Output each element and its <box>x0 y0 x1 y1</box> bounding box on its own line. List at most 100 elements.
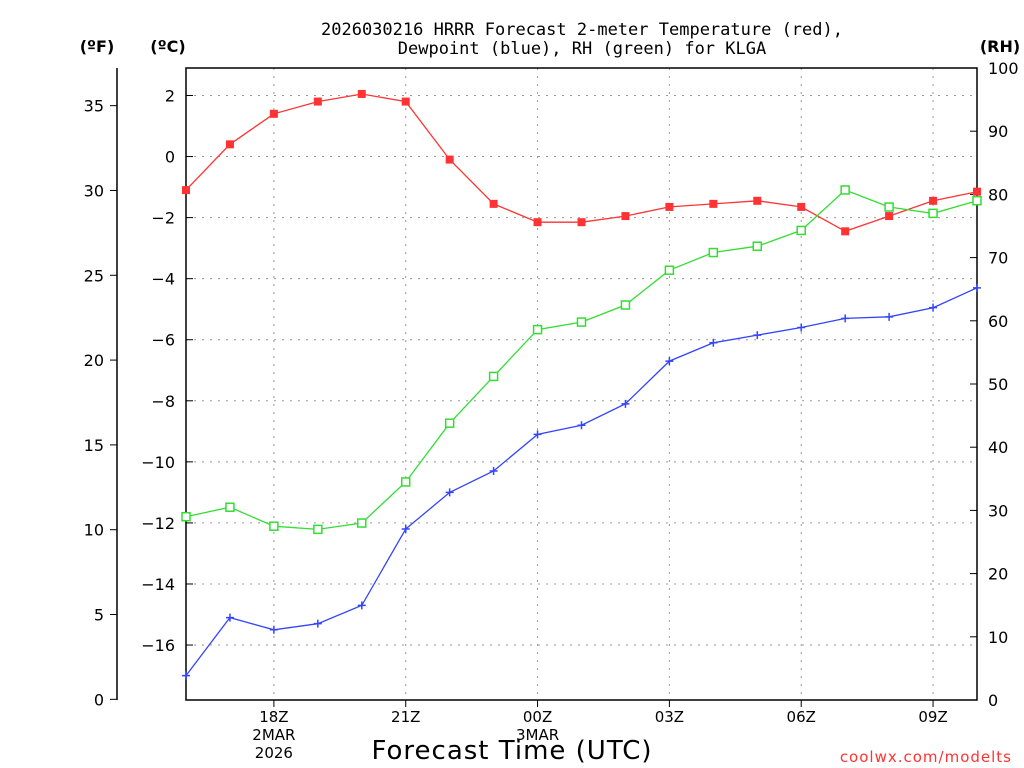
dewpoint-point <box>401 525 410 534</box>
series-dewpoint <box>182 283 981 680</box>
temperature-point <box>797 202 806 211</box>
year-tick-label: 2026 <box>255 744 293 762</box>
temperature-point <box>489 199 498 208</box>
temperature-point <box>269 109 278 118</box>
celsius-tick-label: −16 <box>141 636 175 655</box>
temperature-point <box>665 202 674 211</box>
temperature-point <box>577 218 586 227</box>
rh-point <box>708 247 719 258</box>
rh-tick-label: 10 <box>988 628 1008 647</box>
fahrenheit-tick-label: 0 <box>94 690 104 709</box>
fahrenheit-tick-label: 10 <box>84 521 104 540</box>
dewpoint-point <box>841 314 850 323</box>
rh-tick-label: 50 <box>988 375 1008 394</box>
temperature-point <box>753 196 762 205</box>
dewpoint-point <box>182 671 190 680</box>
temperature-point <box>182 186 190 195</box>
dewpoint-point <box>753 331 762 340</box>
dewpoint-point <box>357 601 366 610</box>
fahrenheit-tick-label: 5 <box>94 606 104 625</box>
rh-point <box>928 208 938 219</box>
celsius-tick-label: 2 <box>165 86 175 105</box>
dewpoint-point <box>621 399 630 408</box>
dewpoint-point <box>445 488 454 497</box>
dewpoint-point <box>269 625 278 634</box>
rh-tick-label: 90 <box>988 122 1008 141</box>
celsius-tick-label: −8 <box>151 392 175 411</box>
temperature-point <box>709 199 718 208</box>
fahrenheit-tick-label: 30 <box>84 181 104 200</box>
celsius-tick-label: −10 <box>141 453 175 472</box>
dewpoint-point <box>665 357 674 366</box>
rh-point <box>796 225 806 236</box>
temperature-point <box>973 187 981 196</box>
rh-tick-label: 100 <box>988 59 1019 78</box>
rh-tick-label: 30 <box>988 501 1008 520</box>
rh-axis: 0 10 20 30 40 50 60 70 80 90 100 <box>970 59 1019 710</box>
rh-point <box>840 185 850 195</box>
rh-tick-label: 80 <box>988 185 1008 204</box>
dewpoint-line <box>185 287 978 676</box>
fahrenheit-tick-label: 25 <box>84 266 104 285</box>
rh-point <box>752 241 763 251</box>
rh-point <box>269 521 279 531</box>
time-tick-label: 21Z <box>391 708 420 726</box>
date-tick-label: 3MAR <box>516 726 559 744</box>
temperature-point <box>885 212 894 221</box>
celsius-axis: 2 0 −2 −4 −6 −8 −10 −12 −14 −16 <box>141 86 193 655</box>
rh-point <box>576 317 587 327</box>
dewpoint-point <box>489 467 498 476</box>
celsius-tick-label: −6 <box>151 331 175 350</box>
x-axis-label: Forecast Time (UTC) <box>371 736 652 766</box>
rh-tick-label: 20 <box>988 565 1008 584</box>
rh-point <box>532 324 543 335</box>
rh-axis-unit: (RH) <box>980 37 1020 56</box>
series-layer <box>181 89 982 680</box>
dewpoint-point <box>885 312 894 321</box>
rh-point <box>884 202 894 212</box>
celsius-tick-label: −12 <box>141 514 175 533</box>
celsius-tick-label: −4 <box>151 270 175 289</box>
rh-point <box>444 418 455 428</box>
grid-lines <box>186 68 977 700</box>
rh-tick-label: 60 <box>988 312 1008 331</box>
time-tick-label: 03Z <box>655 708 684 726</box>
series-rh <box>181 185 982 535</box>
temperature-point <box>225 140 234 149</box>
time-tick-label: 18Z <box>259 708 288 726</box>
dewpoint-point <box>797 323 806 332</box>
rh-point <box>400 477 411 487</box>
fahrenheit-axis: 0 5 10 15 20 25 30 35 <box>84 97 117 709</box>
dewpoint-point <box>709 338 718 347</box>
plot-frame <box>185 67 978 701</box>
chart-title-line2: Dewpoint (blue), RH (green) for KLGA <box>398 39 766 59</box>
temperature-point <box>929 196 938 205</box>
temperature-point <box>533 218 542 227</box>
temperature-point <box>401 97 410 106</box>
temperature-point <box>445 155 454 164</box>
rh-tick-label: 70 <box>988 249 1008 268</box>
temperature-line <box>185 93 978 233</box>
fahrenheit-tick-label: 20 <box>84 351 104 370</box>
celsius-tick-label: −2 <box>151 209 175 228</box>
rh-tick-label: 40 <box>988 438 1008 457</box>
rh-point <box>620 300 631 310</box>
dewpoint-point <box>225 613 234 622</box>
fahrenheit-axis-unit: (ºF) <box>80 37 115 56</box>
rh-tick-label: 0 <box>988 691 998 710</box>
dewpoint-point <box>313 619 322 628</box>
time-tick-label: 00Z <box>523 708 552 726</box>
time-tick-label: 09Z <box>918 708 947 726</box>
fahrenheit-tick-label: 35 <box>84 97 104 116</box>
celsius-tick-label: −14 <box>141 575 175 594</box>
celsius-tick-label: 0 <box>165 148 175 167</box>
rh-point <box>357 518 367 528</box>
date-tick-label: 2MAR <box>252 726 295 744</box>
rh-line <box>185 189 978 531</box>
rh-point <box>313 524 323 535</box>
dewpoint-point <box>577 421 586 430</box>
watermark: coolwx.com/modelts <box>840 748 1012 766</box>
temperature-point <box>313 97 322 106</box>
